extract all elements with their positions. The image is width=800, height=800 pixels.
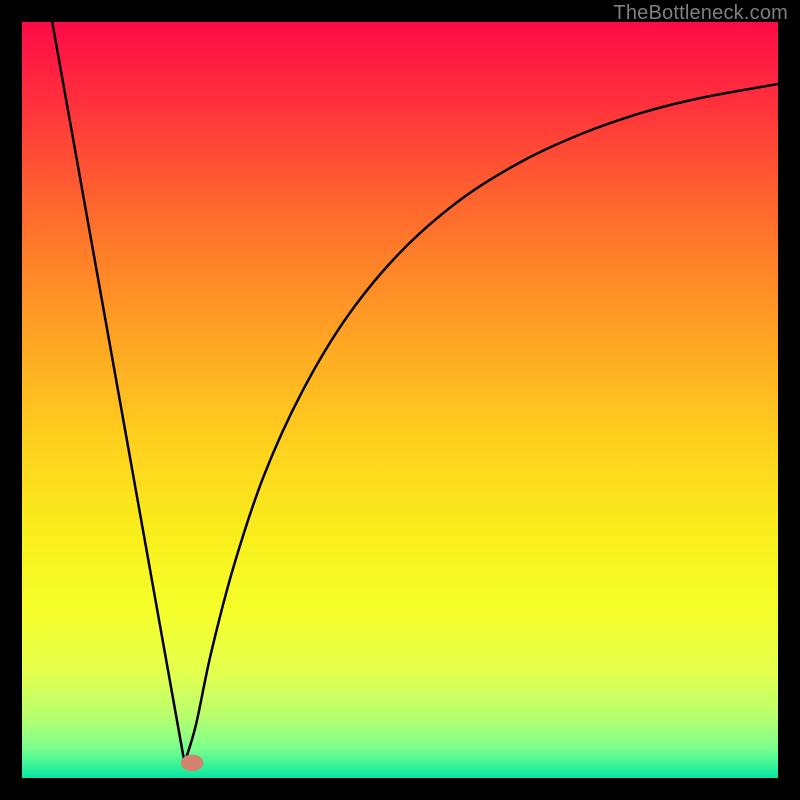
optimal-point-marker: [181, 755, 204, 772]
gradient-background: [22, 22, 778, 778]
watermark-text: TheBottleneck.com: [613, 2, 788, 25]
chart-frame: TheBottleneck.com: [0, 0, 800, 800]
plot-area: [22, 22, 778, 778]
bottleneck-chart-svg: [22, 22, 778, 778]
